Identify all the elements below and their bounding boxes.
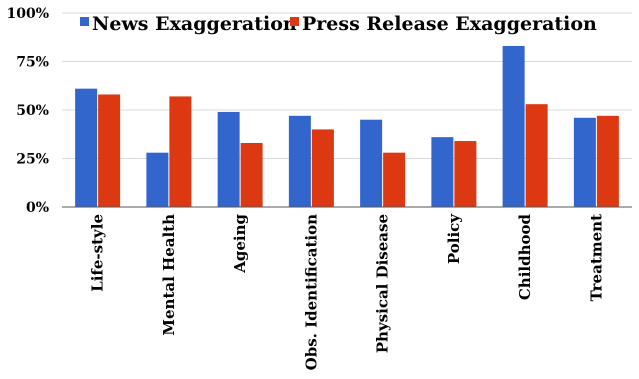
- legend-label-news-exaggeration: News Exaggeration: [92, 13, 297, 35]
- bar-news-exaggeration-treatment: [573, 117, 596, 207]
- bar-news-exaggeration-mental-health: [146, 152, 169, 207]
- bar-press-release-exaggeration-mental-health: [169, 96, 192, 207]
- y-tick-label-100: 100%: [6, 6, 49, 22]
- bar-press-release-exaggeration-childhood: [525, 104, 548, 207]
- bars: [75, 45, 619, 208]
- bar-press-release-exaggeration-treatment: [596, 115, 619, 207]
- x-tick-label-ageing: Ageing: [231, 213, 249, 273]
- bar-press-release-exaggeration-ageing: [240, 142, 263, 207]
- x-tick-label-treatment: Treatment: [587, 214, 605, 301]
- bar-press-release-exaggeration-life-style: [98, 94, 121, 207]
- y-tick-label-75: 75%: [16, 55, 49, 71]
- legend-swatch-press-release-exaggeration: [290, 17, 299, 26]
- x-tick-label-policy: Policy: [445, 213, 463, 264]
- legend-label-press-release-exaggeration: Press Release Exaggeration: [302, 13, 597, 35]
- bar-news-exaggeration-ageing: [217, 111, 240, 207]
- x-tick-label-obs-identification: Obs. Identification: [302, 214, 320, 370]
- y-tick-label-50: 50%: [16, 103, 49, 119]
- bar-news-exaggeration-childhood: [502, 45, 525, 208]
- y-tick-label-0: 0%: [26, 200, 49, 216]
- y-axis-tick-labels: 0% 25% 50% 75% 100%: [6, 6, 49, 216]
- x-tick-label-mental-health: Mental Health: [160, 214, 178, 336]
- bar-press-release-exaggeration-policy: [454, 141, 477, 207]
- y-tick-label-25: 25%: [16, 152, 49, 168]
- bar-news-exaggeration-physical-disease: [360, 119, 383, 207]
- bar-news-exaggeration-life-style: [75, 88, 98, 207]
- legend: News Exaggeration Press Release Exaggera…: [80, 13, 597, 35]
- bar-press-release-exaggeration-physical-disease: [383, 152, 406, 207]
- x-tick-label-physical-disease: Physical Disease: [374, 214, 392, 353]
- legend-swatch-news-exaggeration: [80, 17, 89, 26]
- x-tick-label-childhood: Childhood: [516, 213, 534, 300]
- bar-news-exaggeration-policy: [431, 137, 454, 207]
- bar-news-exaggeration-obs-identification: [288, 115, 311, 207]
- bar-press-release-exaggeration-obs-identification: [311, 129, 334, 207]
- x-axis-category-labels: Life-style Mental Health Ageing Obs. Identi…: [89, 213, 606, 371]
- x-tick-label-life-style: Life-style: [89, 214, 107, 292]
